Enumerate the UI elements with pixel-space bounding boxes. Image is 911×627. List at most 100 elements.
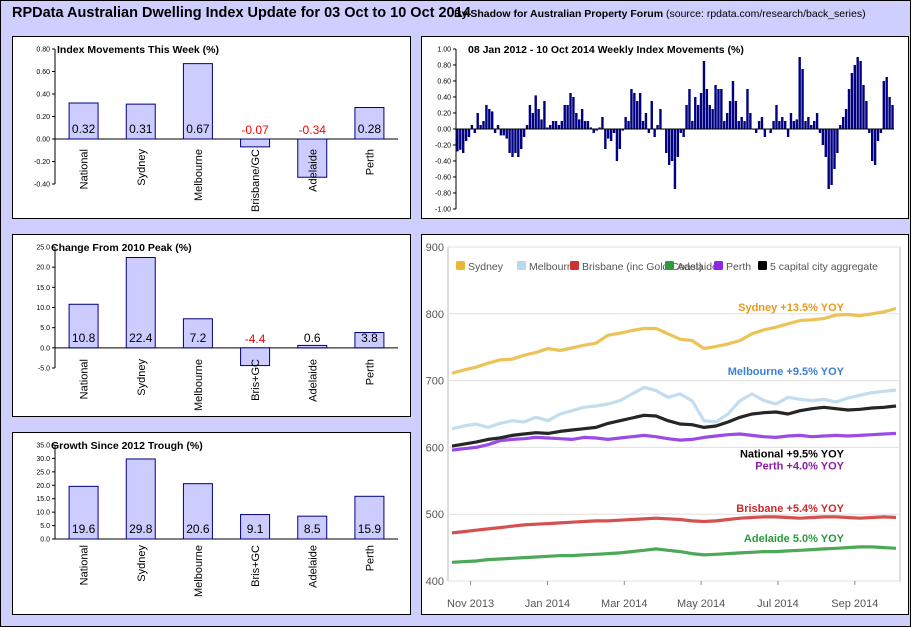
weekly-bar — [607, 129, 609, 139]
weekly-bar — [555, 121, 557, 129]
y-tick-label: -0.40 — [34, 182, 50, 189]
weekly-bar — [697, 105, 699, 129]
y-tick-label: 20.0 — [36, 265, 50, 272]
weekly-bar — [497, 125, 499, 129]
weekly-bar — [804, 121, 806, 129]
weekly-bar — [740, 117, 742, 129]
weekly-bar — [738, 121, 740, 129]
y-tick-label: 0.80 — [36, 47, 50, 54]
weekly-bar — [769, 129, 771, 133]
weekly-bar — [656, 125, 658, 129]
legend-swatch — [570, 261, 579, 270]
x-tick-label: Sep 2014 — [831, 598, 878, 610]
data-label: 10.8 — [72, 331, 96, 345]
y-tick-label: 35.0 — [36, 443, 50, 450]
y-tick-label: 0.0 — [40, 537, 50, 544]
data-label: 3.8 — [361, 331, 378, 345]
weekly-movements-chart: 08 Jan 2012 - 10 Oct 2014 Weekly Index M… — [422, 37, 908, 218]
weekly-bar — [506, 129, 508, 139]
x-tick-label: Mar 2014 — [601, 598, 647, 610]
weekly-bar — [749, 113, 751, 129]
weekly-bar — [845, 109, 847, 129]
weekly-bar — [851, 73, 853, 129]
y-tick-label: -0.60 — [435, 175, 451, 182]
weekly-bar — [856, 57, 858, 129]
annotation: National +9.5% YOY — [740, 448, 845, 460]
weekly-bar — [604, 129, 606, 149]
category-label: Bris+GC — [250, 359, 262, 401]
weekly-bar — [793, 121, 795, 129]
y-tick-label: 25.0 — [36, 245, 50, 252]
data-label: 9.1 — [247, 522, 264, 536]
data-label: -0.07 — [241, 123, 269, 137]
weekly-bar — [468, 129, 470, 137]
weekly-bar — [732, 81, 734, 129]
weekly-bar — [520, 129, 522, 149]
y-tick-label: 15.0 — [36, 496, 50, 503]
index-movements-chart: Index Movements This Week (%)0.800.600.4… — [13, 37, 410, 218]
weekly-bar — [477, 113, 479, 129]
weekly-bar — [839, 125, 841, 129]
category-label: Adelaide — [307, 359, 319, 402]
legend-swatch — [456, 261, 465, 270]
weekly-bar — [572, 97, 574, 129]
data-label: 15.9 — [358, 522, 382, 536]
y-tick-label: 500 — [426, 509, 444, 521]
weekly-bar — [564, 105, 566, 129]
y-tick-label: 0.00 — [36, 137, 50, 144]
y-tick-label: 10.0 — [36, 305, 50, 312]
weekly-bar — [885, 77, 887, 129]
index-movements-panel: Index Movements This Week (%) 0.80 0.60 0.4… — [12, 36, 411, 219]
weekly-bar — [578, 119, 580, 129]
chart-title: 08 Jan 2012 - 10 Oct 2014 Weekly Index M… — [468, 44, 744, 56]
weekly-bar — [825, 129, 827, 157]
data-label: 0.32 — [72, 122, 96, 136]
weekly-bar — [613, 129, 615, 133]
annotation: Adelaide 5.0% YOY — [744, 533, 845, 545]
weekly-bar — [761, 117, 763, 129]
weekly-bar — [865, 101, 867, 129]
data-label: 0.6 — [304, 331, 321, 345]
weekly-bar — [677, 129, 679, 157]
y-tick-label: 25.0 — [36, 469, 50, 476]
legend-swatch — [714, 261, 723, 270]
weekly-bar — [874, 129, 876, 165]
annotation: Melbourne +9.5% YOY — [728, 366, 845, 378]
weekly-bar — [540, 119, 542, 129]
y-tick-label: 0.20 — [36, 114, 50, 121]
weekly-bar — [859, 61, 861, 129]
y-tick-label: 0.60 — [36, 69, 50, 76]
category-label: Perth — [364, 359, 376, 385]
weekly-bar — [653, 129, 655, 137]
weekly-bar — [500, 129, 502, 135]
weekly-bar — [871, 129, 873, 161]
weekly-bar — [680, 129, 682, 133]
weekly-bar — [642, 121, 644, 129]
y-tick-label: 5.0 — [40, 523, 50, 530]
category-label: National — [79, 545, 91, 585]
weekly-bar — [714, 85, 716, 129]
weekly-bar — [827, 129, 829, 189]
weekly-bar — [514, 129, 516, 153]
category-label: National — [79, 149, 91, 189]
y-tick-label: 0.40 — [437, 95, 451, 102]
x-tick-label: Jan 2014 — [525, 598, 570, 610]
data-label: 20.6 — [186, 522, 210, 536]
legend-label: Sydney — [468, 261, 504, 273]
weekly-bar — [462, 129, 464, 153]
weekly-bar — [758, 121, 760, 129]
y-tick-label: 0.80 — [437, 63, 451, 70]
legend-label: Adelaide — [677, 261, 718, 273]
weekly-bar — [517, 129, 519, 157]
weekly-bar — [781, 117, 783, 129]
weekly-bar — [587, 121, 589, 129]
weekly-bar — [720, 89, 722, 129]
category-label: Adelaide — [307, 545, 319, 588]
weekly-bar — [688, 89, 690, 129]
weekly-bar — [746, 89, 748, 129]
legend-swatch — [665, 261, 674, 270]
weekly-bar — [624, 117, 626, 129]
source-note: (source: rpdata.com/research/back_series… — [666, 8, 866, 20]
weekly-bar — [532, 113, 534, 129]
